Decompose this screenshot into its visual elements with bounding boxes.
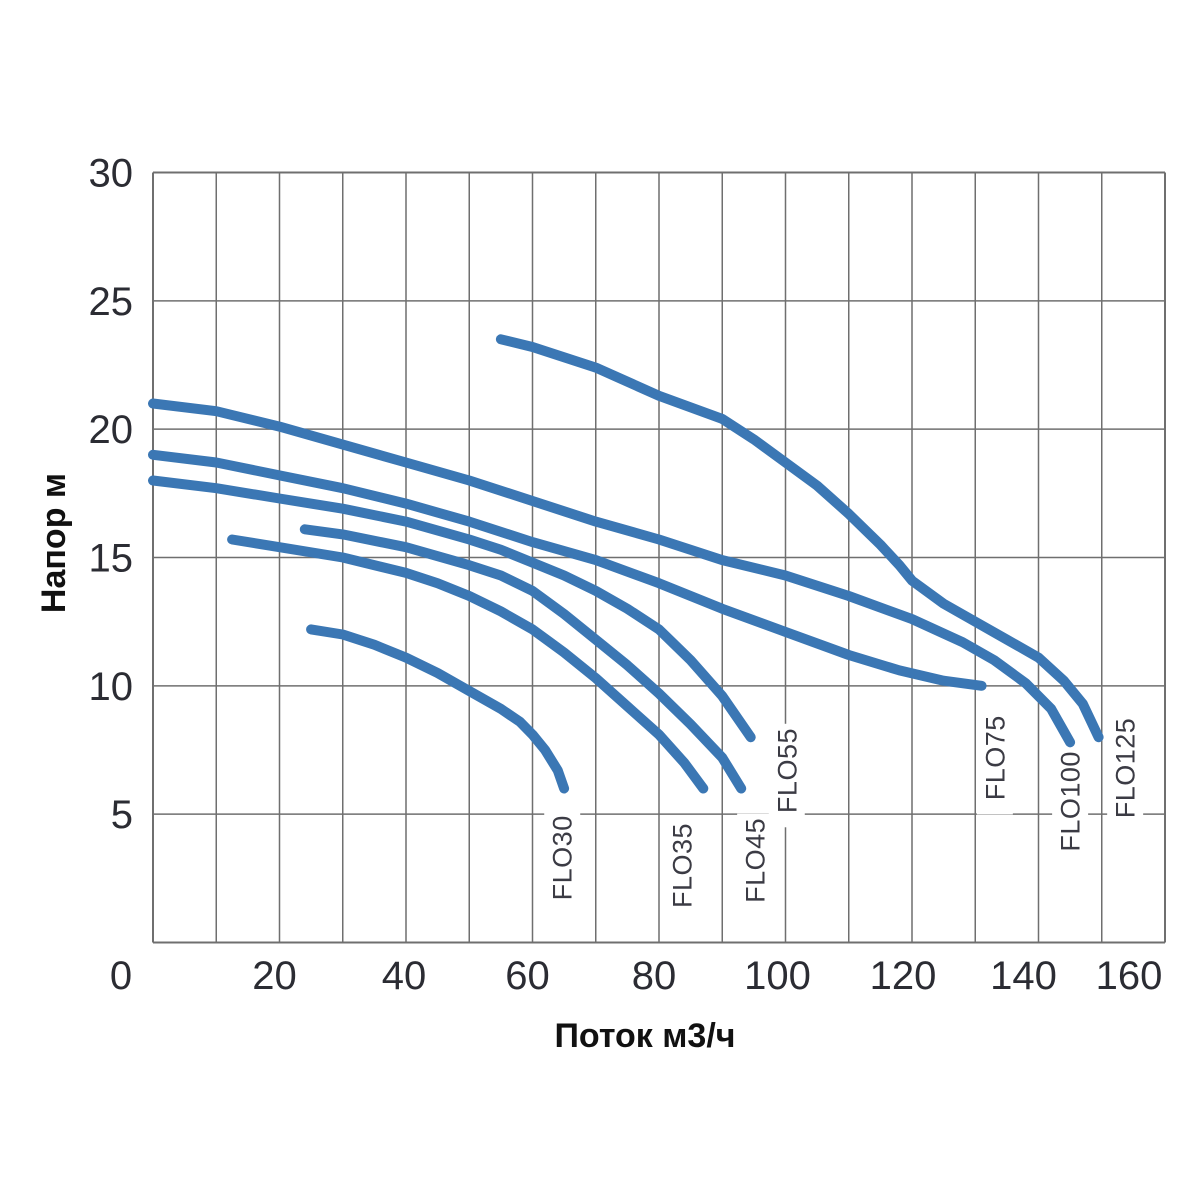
x-axis-title: Поток м3/ч	[554, 1017, 735, 1055]
y-tick-label-10: 10	[89, 665, 134, 709]
series-label-box	[737, 813, 774, 918]
curve-layer	[148, 334, 1104, 794]
series-label-box	[1052, 746, 1089, 866]
y-tick-label-5: 5	[111, 793, 133, 837]
series-label-box	[1107, 713, 1144, 833]
pump-curve-flo125	[495, 334, 1104, 743]
grid-layer	[152, 171, 1166, 944]
x-tick-label-160: 160	[1096, 954, 1163, 998]
pump-curve-flo35	[227, 534, 709, 794]
series-label-flo100: FLO100	[1056, 751, 1086, 852]
series-label-flo75: FLO75	[980, 715, 1010, 800]
pump-curve-flo55	[148, 475, 756, 743]
series-label-box	[663, 818, 700, 923]
series-label-flo55: FLO55	[772, 728, 802, 813]
pump-curve-flo30	[306, 624, 570, 794]
x-tick-label-100: 100	[744, 954, 811, 998]
series-label-flo30: FLO30	[548, 815, 578, 900]
x-tick-label-80: 80	[632, 954, 677, 998]
series-label-flo35: FLO35	[667, 823, 697, 908]
series-label-box	[768, 723, 805, 828]
y-tick-label-20: 20	[89, 408, 134, 452]
y-tick-label-25: 25	[89, 280, 134, 324]
y-tick-label-30: 30	[89, 152, 134, 196]
series-label-box	[976, 710, 1013, 815]
y-tick-label-15: 15	[89, 537, 134, 581]
tick-layer: 0 20 40 60 80 100 120 140 160 5 10 15 20 25 30	[89, 152, 1163, 999]
pump-curve-flo100	[148, 398, 1076, 748]
series-label-flo45: FLO45	[741, 818, 771, 903]
x-tick-label-60: 60	[505, 954, 550, 998]
x-tick-label-140: 140	[990, 954, 1057, 998]
y-axis-title: Напор м	[35, 473, 73, 613]
pump-curve-flo45	[299, 524, 747, 794]
series-label-flo125: FLO125	[1111, 718, 1141, 819]
x-tick-label-40: 40	[382, 954, 427, 998]
pump-curve-flo75	[148, 449, 987, 691]
x-tick-label-0: 0	[110, 954, 132, 998]
x-tick-label-20: 20	[252, 954, 297, 998]
x-tick-label-120: 120	[870, 954, 937, 998]
series-label-box	[544, 811, 581, 915]
